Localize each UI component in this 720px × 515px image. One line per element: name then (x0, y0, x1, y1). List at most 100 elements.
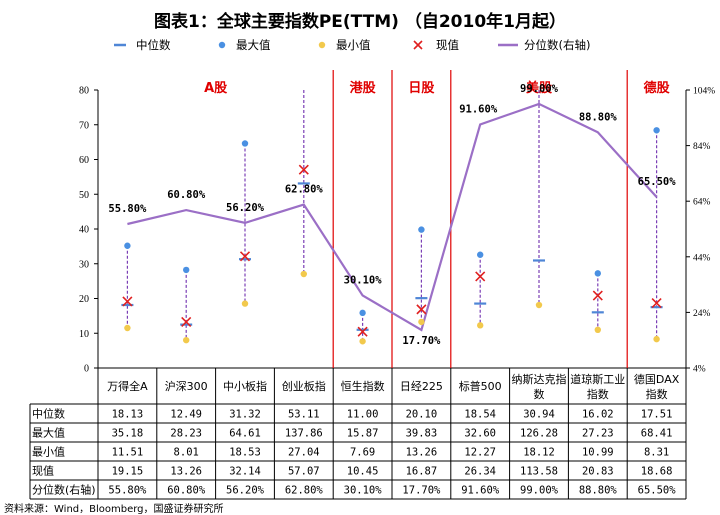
current-mark (122, 296, 133, 307)
current-mark (181, 316, 192, 327)
legend-item-current: 现值 (413, 38, 459, 52)
y-left-tick-label: 0 (84, 364, 89, 375)
table-cell: 57.07 (288, 466, 320, 478)
region-label: 港股 (350, 80, 376, 96)
legend-item-median: 中位数 (114, 38, 171, 52)
table-cell: 65.50% (638, 485, 677, 497)
current-mark (592, 290, 603, 301)
max-point (241, 140, 249, 147)
table-cell: 32.60 (464, 428, 496, 440)
table-cell: 68.41 (641, 428, 673, 440)
table-cell: 8.01 (174, 447, 199, 459)
y-right-tick-label: 24% (693, 309, 711, 319)
category-label: 万得全A (107, 379, 148, 393)
min-point (594, 326, 601, 334)
max-point (359, 309, 366, 317)
table-cell: 99.00% (520, 485, 559, 497)
min-point (359, 338, 366, 345)
percentile-label: 17.70% (402, 335, 441, 347)
table-cell: 15.87 (347, 428, 379, 440)
table-cell: 11.00 (347, 409, 379, 421)
table-cell: 26.34 (464, 466, 496, 478)
y-right-tick-label: 104% (693, 87, 715, 97)
markers (121, 127, 663, 345)
percentile-label: 60.80% (167, 189, 206, 201)
category-label: 恒生指数 (341, 379, 385, 393)
percentile-label: 88.80% (579, 111, 618, 123)
percentile-line (127, 102, 658, 332)
percentile-label: 99.00% (520, 83, 559, 95)
chart-title: 图表1：全球主要指数PE(TTM) （自2010年1月起） (154, 11, 566, 32)
percentile-label: 62.80% (285, 184, 324, 196)
table-row-label: 分位数(右轴) (32, 483, 96, 497)
min-point (535, 301, 543, 309)
table-cell: 32.14 (229, 466, 261, 478)
y-left-tick-label: 70 (79, 120, 89, 131)
table-cell: 12.49 (170, 409, 202, 421)
min-point (418, 318, 425, 326)
max-point (183, 266, 190, 274)
y-right-tick-label: 4% (693, 365, 706, 375)
table-row-label: 最大值 (32, 426, 65, 440)
table-cell: 30.94 (523, 409, 555, 421)
y-left-tick-label: 50 (79, 190, 89, 201)
region-label: A股 (204, 81, 227, 96)
table-cell: 31.32 (229, 409, 261, 421)
region-label: 德股 (644, 80, 670, 96)
category-label: 指数 (587, 387, 609, 401)
min-point (300, 270, 307, 278)
current-mark (651, 298, 662, 309)
table-cell: 126.28 (520, 428, 558, 440)
current-mark (357, 326, 368, 337)
category-label: 中小板指 (223, 379, 267, 393)
table-cell: 18.68 (641, 466, 673, 478)
table-cell: 18.12 (523, 447, 555, 459)
category-label: 指数 (646, 387, 668, 401)
table-cell: 113.58 (520, 466, 558, 478)
table-cell: 91.60% (461, 485, 500, 497)
svg-text:最大值: 最大值 (236, 38, 271, 52)
min-point (653, 335, 660, 343)
table-cell: 60.80% (167, 485, 206, 497)
region-separators (332, 70, 628, 368)
current-mark (475, 271, 486, 282)
min-point (477, 322, 484, 329)
current-mark (298, 164, 309, 175)
category-label: 纳斯达克指 (512, 372, 567, 386)
percentile-series-line (127, 102, 658, 332)
y-left-tick-label: 40 (79, 225, 89, 236)
percentile-label: 55.80% (108, 203, 147, 215)
svg-text:最小值: 最小值 (336, 38, 371, 52)
max-point (124, 242, 131, 249)
region-labels: A股 港股 日股 美股 德股 (204, 80, 670, 96)
category-label: 沪深300 (165, 379, 208, 393)
table-cell: 30.10% (344, 485, 383, 497)
table-cell: 12.27 (464, 447, 496, 459)
category-label: 创业板指 (282, 379, 326, 393)
table-cell: 20.83 (582, 466, 614, 478)
table-cell: 13.26 (170, 466, 202, 478)
table-cell: 13.26 (406, 447, 438, 459)
percentile-labels: 55.80% 60.80% 56.20% 62.80% 30.10% 17.70% 91.6… (108, 83, 676, 347)
y-right-tick-label: 84% (693, 142, 711, 152)
min-point (241, 300, 249, 307)
table-row-label: 中位数 (32, 407, 65, 421)
table-cell: 18.53 (229, 447, 261, 459)
max-point (594, 270, 601, 277)
percentile-label: 30.10% (344, 274, 383, 286)
source-note: 资料来源：Wind，Bloomberg，国盛证券研究所 (4, 502, 224, 515)
table-cell: 27.04 (288, 447, 320, 459)
y-left-tick-label: 80 (79, 86, 89, 97)
table-cell: 55.80% (108, 485, 147, 497)
table-cell: 17.51 (641, 409, 673, 421)
legend: 中位数 最大值 最小值 现值 分位数(右轴) (114, 38, 590, 52)
svg-text:分位数(右轴): 分位数(右轴) (524, 38, 590, 52)
percentile-label: 65.50% (638, 176, 677, 188)
table-cell: 11.51 (112, 447, 144, 459)
table-cell: 16.87 (406, 466, 438, 478)
table-cell: 8.31 (644, 447, 669, 459)
y-left-tick-label: 10 (79, 329, 89, 340)
table-cell: 10.45 (347, 466, 379, 478)
